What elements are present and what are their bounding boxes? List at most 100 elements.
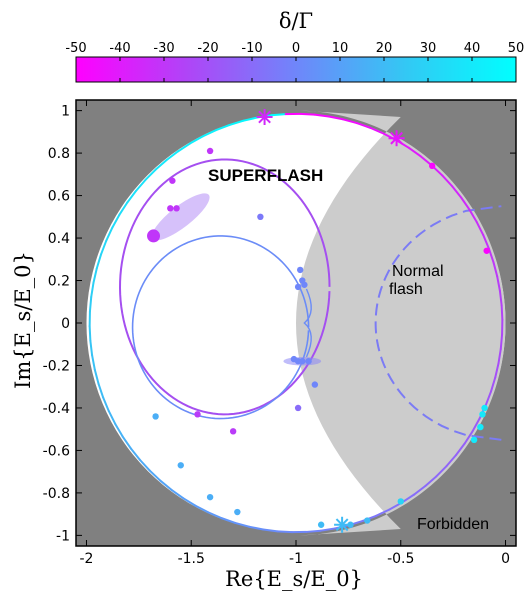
trajectory-segment bbox=[194, 504, 210, 514]
colorbar-tick-label: -30 bbox=[153, 41, 174, 56]
colorbar-tick-label: -10 bbox=[241, 41, 262, 56]
normal-flash-label-line2: flash bbox=[389, 281, 423, 298]
trajectory-segment bbox=[144, 168, 157, 181]
trajectory-segment bbox=[159, 479, 173, 491]
x-axis-ticks: -2 -1.5 -1 -0.5 0 bbox=[79, 100, 510, 567]
trajectory-segment bbox=[148, 469, 162, 482]
trajectory-segment bbox=[189, 135, 204, 145]
trajectory-segment bbox=[471, 417, 481, 433]
colorbar-tick-label: -50 bbox=[65, 41, 86, 56]
trajectory-segment bbox=[118, 201, 129, 216]
trajectory-segment bbox=[100, 239, 108, 256]
trajectory-segment bbox=[126, 189, 137, 204]
trajectory-segment bbox=[88, 325, 92, 342]
trajectory-segment bbox=[424, 475, 438, 487]
trajectory-segment bbox=[134, 178, 147, 192]
trajectory-segment bbox=[496, 275, 501, 292]
trajectory-segment bbox=[463, 430, 474, 445]
star-marker bbox=[388, 130, 405, 147]
trajectory-segment bbox=[313, 113, 330, 118]
colorbar-tick-label: -20 bbox=[197, 41, 218, 56]
data-point bbox=[301, 281, 308, 288]
data-point bbox=[397, 498, 404, 505]
normal-flash-label-line1: Normal bbox=[392, 263, 444, 280]
trajectory-segment bbox=[114, 422, 124, 438]
trajectory-cusp bbox=[303, 288, 312, 358]
trajectory-segment bbox=[468, 208, 478, 224]
data-point bbox=[428, 162, 436, 170]
trajectory-segment bbox=[170, 488, 185, 500]
trajectory-segment bbox=[97, 382, 105, 399]
trajectory-segment bbox=[91, 354, 96, 371]
colorbar-tick-label: 50 bbox=[508, 41, 525, 56]
colorbar-tick-label: 10 bbox=[332, 41, 349, 56]
normal-flash-region bbox=[296, 110, 506, 536]
trajectory-segment bbox=[154, 159, 168, 171]
superflash-label: SUPERFLASH bbox=[208, 166, 323, 185]
data-points bbox=[147, 147, 490, 528]
data-point bbox=[169, 177, 176, 184]
data-point bbox=[147, 229, 161, 243]
y-axis-ticks: 1 0.8 0.6 0.4 0.2 0 -0.2 -0.4 -0.6 -0.8 -1 bbox=[43, 104, 516, 544]
trajectory-segment bbox=[107, 409, 117, 425]
data-point bbox=[152, 413, 159, 420]
trajectory-segment bbox=[445, 454, 458, 468]
trajectory-segment bbox=[105, 226, 114, 242]
trajectory-segment bbox=[177, 142, 192, 153]
trajectory-segment bbox=[407, 146, 422, 158]
colorbar-ticks: -50 -40 -30 -20 -10 0 10 20 30 40 50 bbox=[65, 41, 524, 82]
trajectory-blue-lobe bbox=[131, 235, 310, 420]
trajectory-segment bbox=[355, 122, 372, 129]
star-marker-stroke bbox=[335, 518, 349, 532]
trajectory-segment bbox=[319, 527, 336, 532]
trajectory-segment bbox=[129, 447, 141, 461]
data-point bbox=[229, 428, 237, 435]
trajectory-segment bbox=[341, 118, 358, 125]
normal-flash-boundary bbox=[374, 205, 502, 441]
y-tick-label: 0 bbox=[61, 316, 70, 332]
data-point bbox=[194, 411, 201, 418]
trajectory-segment bbox=[234, 521, 251, 528]
data-point bbox=[483, 247, 490, 254]
colorbar-tick-label: 40 bbox=[464, 41, 481, 56]
forbidden-label: Forbidden bbox=[417, 516, 489, 533]
trajectory-segment bbox=[499, 333, 504, 350]
plot-area: SUPERFLASH Normal flash Forbidden bbox=[76, 100, 516, 546]
trajectory-segment bbox=[451, 185, 463, 199]
data-point bbox=[479, 411, 486, 418]
trajectory-segment bbox=[412, 484, 427, 496]
trajectory-segment bbox=[89, 339, 94, 357]
colorbar-tick-label: 0 bbox=[292, 41, 300, 56]
data-point bbox=[477, 423, 484, 431]
data-point bbox=[294, 283, 302, 291]
data-point bbox=[470, 436, 478, 444]
x-tick-label: -1.5 bbox=[178, 551, 205, 567]
data-point bbox=[305, 358, 312, 365]
y-tick-label: 0.2 bbox=[48, 274, 70, 290]
trajectory-segment bbox=[305, 529, 322, 533]
data-point bbox=[167, 205, 174, 212]
data-point bbox=[481, 404, 488, 412]
x-tick-label: -2 bbox=[79, 551, 93, 567]
trajectory-segment bbox=[494, 362, 500, 379]
trajectory-segment bbox=[475, 221, 485, 237]
trajectory-segment bbox=[182, 497, 197, 507]
trajectory-segment bbox=[435, 465, 448, 478]
trajectory-segment bbox=[90, 281, 95, 299]
trajectory-segment bbox=[111, 213, 121, 229]
trajectory-segment bbox=[369, 126, 385, 135]
trajectory-segment bbox=[102, 396, 110, 412]
trajectory-segment bbox=[220, 517, 237, 524]
x-tick-label: -1 bbox=[289, 551, 303, 567]
trajectory-segment bbox=[270, 113, 287, 117]
y-tick-label: -0.6 bbox=[43, 443, 70, 459]
colorbar-label: δ/Γ bbox=[279, 9, 313, 33]
trajectory-segment bbox=[276, 530, 293, 534]
data-point bbox=[234, 508, 241, 516]
trajectory-segment bbox=[299, 112, 316, 116]
trajectory-segment bbox=[375, 508, 391, 517]
trajectory-segment bbox=[93, 368, 100, 385]
trajectory-segment bbox=[500, 304, 504, 321]
star-marker-stroke bbox=[390, 131, 403, 145]
